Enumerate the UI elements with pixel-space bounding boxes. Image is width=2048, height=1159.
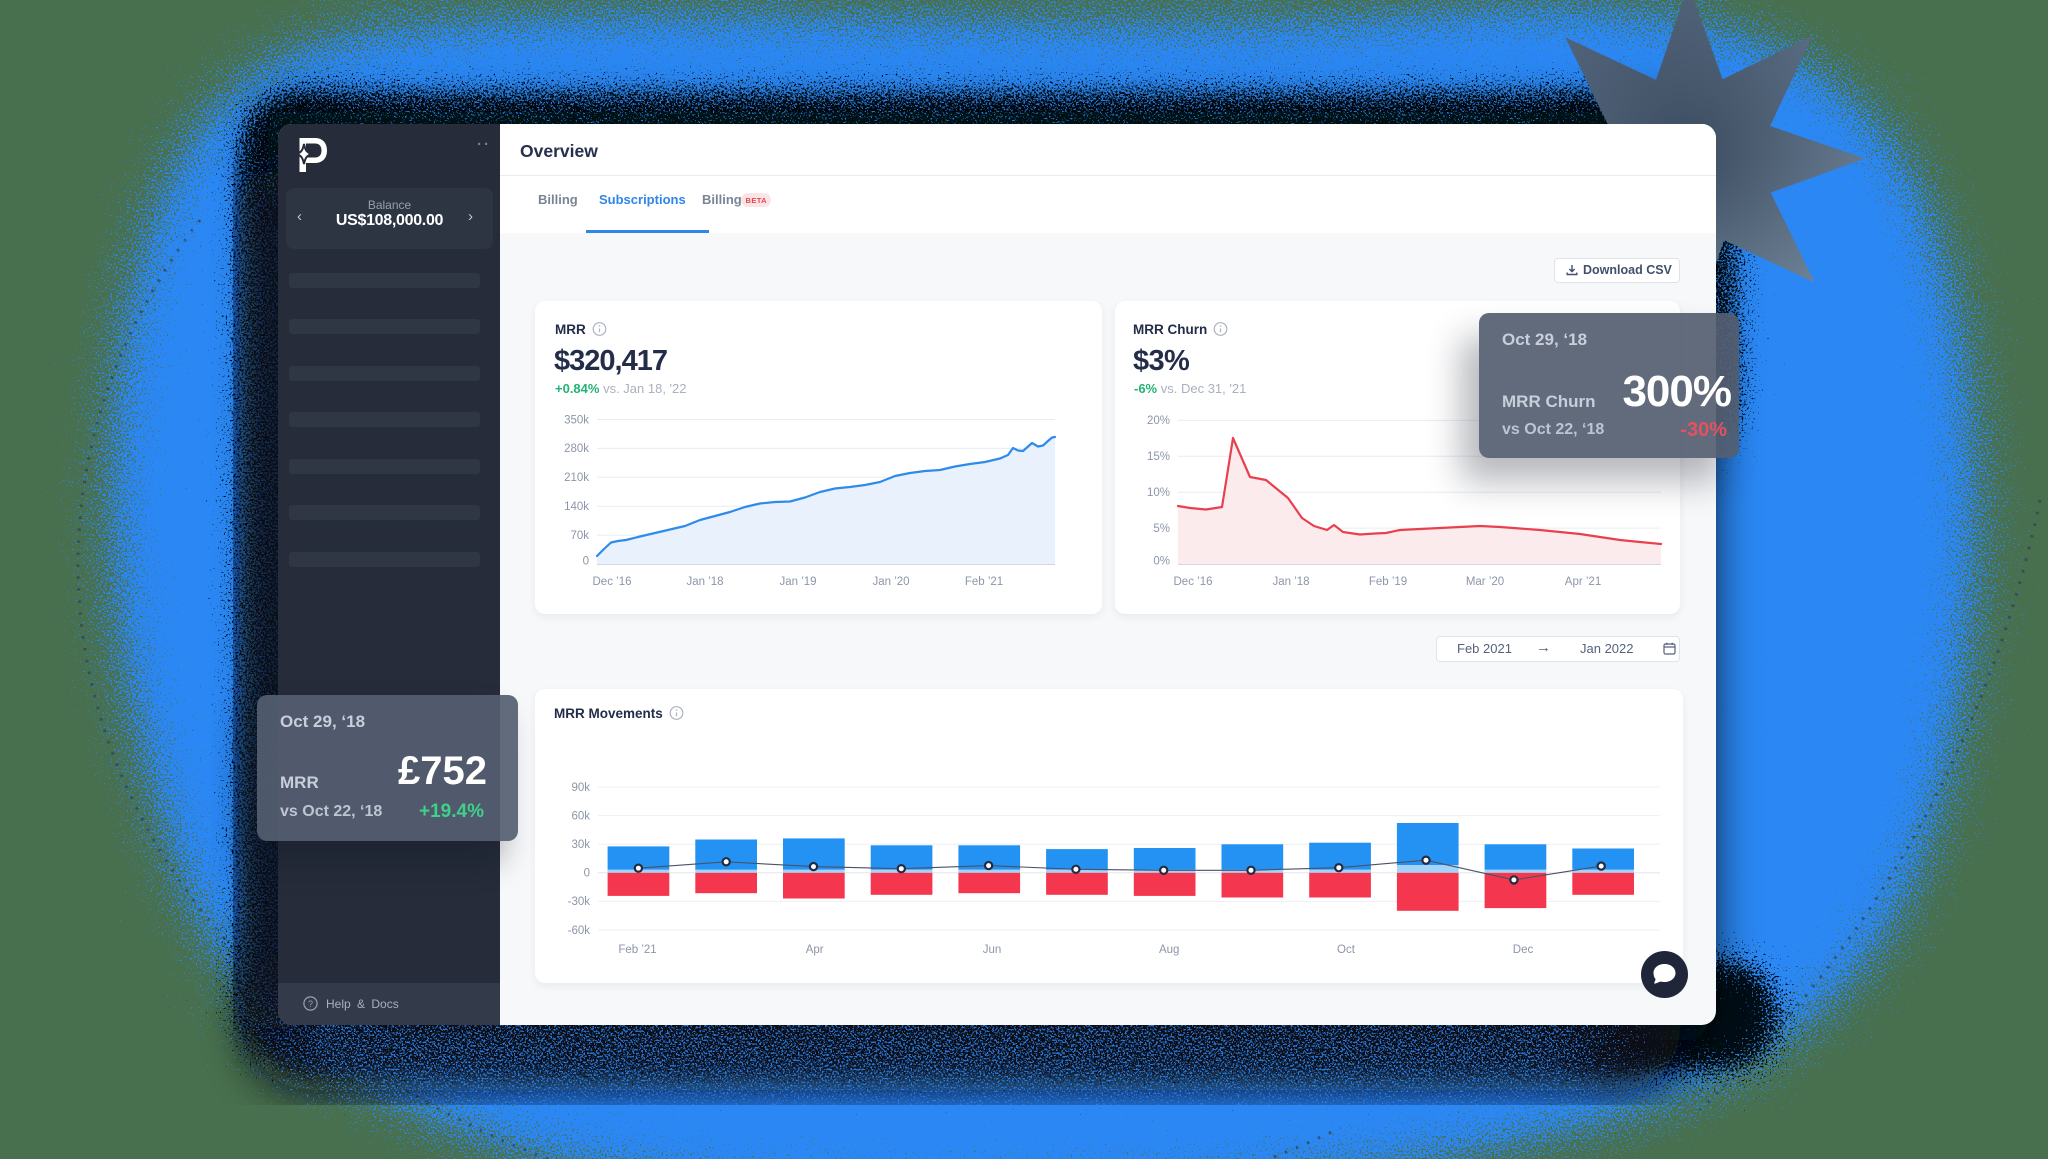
svg-text:-30k: -30k bbox=[568, 896, 591, 908]
svg-text:Jan ’18: Jan ’18 bbox=[1272, 576, 1309, 588]
svg-text:70k: 70k bbox=[570, 530, 589, 542]
svg-text:Oct: Oct bbox=[1337, 944, 1356, 956]
svg-text:Mar ’20: Mar ’20 bbox=[1466, 576, 1504, 588]
svg-text:90k: 90k bbox=[571, 782, 590, 794]
svg-text:280k: 280k bbox=[564, 443, 589, 455]
svg-text:Jan ’18: Jan ’18 bbox=[686, 576, 723, 588]
svg-text:20%: 20% bbox=[1147, 415, 1170, 427]
svg-text:30k: 30k bbox=[571, 839, 590, 851]
svg-text:Apr ’21: Apr ’21 bbox=[1565, 576, 1601, 588]
svg-text:-60k: -60k bbox=[568, 925, 591, 937]
svg-text:Apr: Apr bbox=[806, 944, 824, 956]
svg-text:0%: 0% bbox=[1153, 555, 1170, 567]
svg-text:350k: 350k bbox=[564, 414, 589, 426]
svg-text:5%: 5% bbox=[1153, 523, 1170, 535]
svg-text:0: 0 bbox=[584, 868, 590, 880]
svg-text:Jan ’20: Jan ’20 bbox=[872, 576, 909, 588]
svg-text:Aug: Aug bbox=[1159, 944, 1179, 956]
svg-text:210k: 210k bbox=[564, 472, 589, 484]
svg-text:Dec: Dec bbox=[1513, 944, 1534, 956]
svg-text:60k: 60k bbox=[571, 810, 590, 822]
svg-text:Jun: Jun bbox=[983, 944, 1002, 956]
svg-text:Dec ’16: Dec ’16 bbox=[1174, 576, 1213, 588]
svg-text:10%: 10% bbox=[1147, 487, 1170, 499]
svg-text:Feb ’21: Feb ’21 bbox=[965, 576, 1003, 588]
svg-text:Feb ’19: Feb ’19 bbox=[1369, 576, 1407, 588]
svg-text:Jan ’19: Jan ’19 bbox=[779, 576, 816, 588]
svg-text:15%: 15% bbox=[1147, 451, 1170, 463]
svg-text:Dec ’16: Dec ’16 bbox=[593, 576, 632, 588]
svg-text:?: ? bbox=[308, 999, 313, 1009]
svg-text:0: 0 bbox=[583, 555, 589, 567]
svg-text:Feb ’21: Feb ’21 bbox=[618, 944, 656, 956]
svg-text:140k: 140k bbox=[564, 501, 589, 513]
